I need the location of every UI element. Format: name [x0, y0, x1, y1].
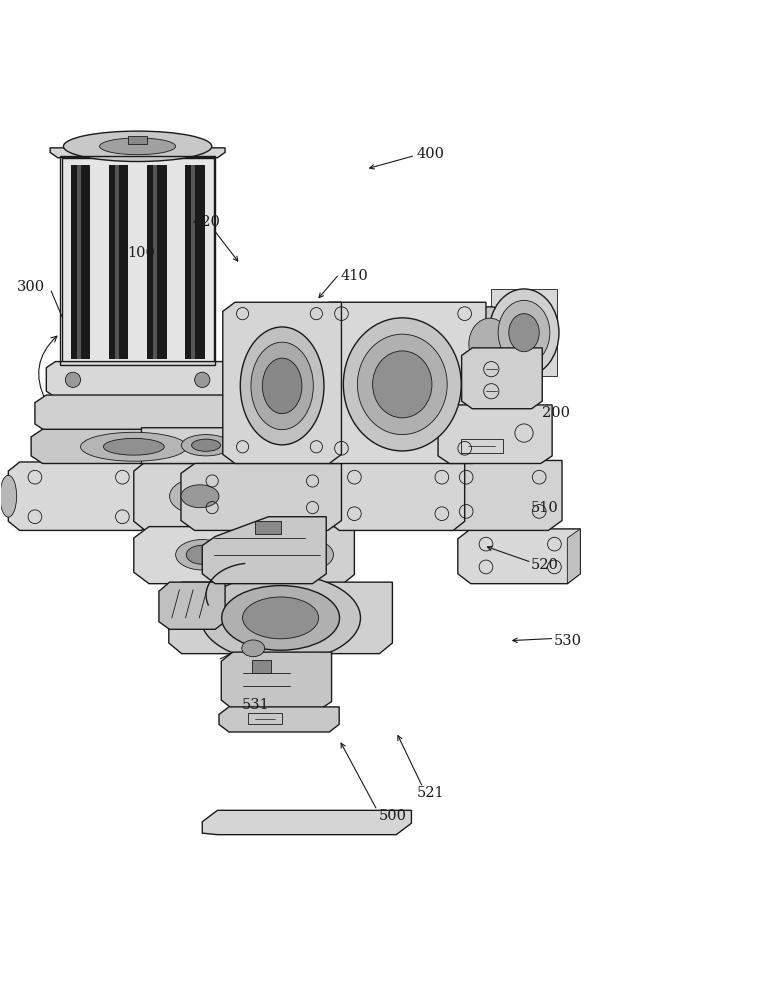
- Ellipse shape: [81, 432, 187, 461]
- Text: 531: 531: [242, 698, 270, 712]
- Ellipse shape: [0, 475, 17, 517]
- Ellipse shape: [175, 540, 229, 570]
- Ellipse shape: [469, 318, 511, 370]
- Text: 410: 410: [341, 269, 368, 283]
- Bar: [147, 165, 167, 359]
- Polygon shape: [458, 529, 581, 584]
- Text: 200: 200: [542, 406, 570, 420]
- Text: 510: 510: [530, 501, 559, 515]
- Text: 100: 100: [127, 246, 155, 260]
- Ellipse shape: [186, 545, 218, 564]
- Polygon shape: [436, 460, 562, 530]
- Circle shape: [66, 372, 81, 387]
- Polygon shape: [251, 660, 271, 673]
- Polygon shape: [142, 424, 286, 463]
- Text: 400: 400: [417, 147, 444, 161]
- Polygon shape: [169, 582, 392, 654]
- Text: 300: 300: [17, 280, 45, 294]
- Polygon shape: [159, 582, 225, 629]
- Ellipse shape: [509, 314, 539, 352]
- Polygon shape: [134, 527, 339, 584]
- Polygon shape: [219, 707, 339, 732]
- Bar: [184, 165, 204, 359]
- Ellipse shape: [344, 318, 461, 451]
- Ellipse shape: [200, 574, 360, 662]
- Polygon shape: [328, 462, 465, 530]
- Polygon shape: [568, 529, 581, 584]
- Text: 420: 420: [192, 215, 220, 229]
- Ellipse shape: [240, 327, 324, 445]
- Ellipse shape: [498, 300, 550, 365]
- Polygon shape: [62, 158, 213, 363]
- Polygon shape: [263, 527, 354, 584]
- Ellipse shape: [222, 586, 340, 650]
- Ellipse shape: [251, 342, 313, 430]
- Ellipse shape: [262, 358, 302, 414]
- Polygon shape: [134, 462, 271, 530]
- Ellipse shape: [460, 307, 520, 381]
- Polygon shape: [35, 395, 240, 432]
- Polygon shape: [202, 810, 411, 835]
- Bar: [153, 165, 158, 359]
- Ellipse shape: [263, 541, 301, 568]
- Ellipse shape: [170, 478, 230, 514]
- Ellipse shape: [242, 597, 319, 639]
- Circle shape: [194, 372, 210, 387]
- Ellipse shape: [104, 438, 165, 455]
- Bar: [190, 165, 195, 359]
- Ellipse shape: [63, 131, 212, 162]
- Ellipse shape: [489, 289, 559, 376]
- Polygon shape: [317, 302, 486, 463]
- Polygon shape: [221, 652, 331, 709]
- Ellipse shape: [191, 439, 220, 451]
- Polygon shape: [491, 289, 558, 376]
- Ellipse shape: [357, 334, 447, 435]
- Text: 530: 530: [553, 634, 581, 648]
- Polygon shape: [202, 517, 326, 584]
- Polygon shape: [462, 348, 543, 409]
- Ellipse shape: [100, 138, 175, 155]
- Bar: [71, 165, 91, 359]
- Polygon shape: [223, 302, 341, 463]
- Ellipse shape: [181, 485, 219, 508]
- Polygon shape: [181, 463, 341, 530]
- Ellipse shape: [242, 640, 264, 657]
- Bar: [109, 165, 129, 359]
- Polygon shape: [438, 405, 552, 463]
- Polygon shape: [129, 136, 147, 144]
- Text: 500: 500: [379, 809, 406, 823]
- Polygon shape: [46, 362, 230, 397]
- Ellipse shape: [271, 546, 293, 563]
- Polygon shape: [8, 462, 153, 530]
- Ellipse shape: [293, 545, 324, 564]
- Polygon shape: [31, 429, 236, 463]
- Text: 521: 521: [417, 786, 444, 800]
- Bar: [115, 165, 120, 359]
- Polygon shape: [255, 521, 280, 534]
- Ellipse shape: [181, 435, 231, 456]
- Ellipse shape: [284, 540, 334, 570]
- Ellipse shape: [373, 351, 432, 418]
- Bar: [77, 165, 82, 359]
- Polygon shape: [50, 148, 225, 158]
- Text: 520: 520: [530, 558, 559, 572]
